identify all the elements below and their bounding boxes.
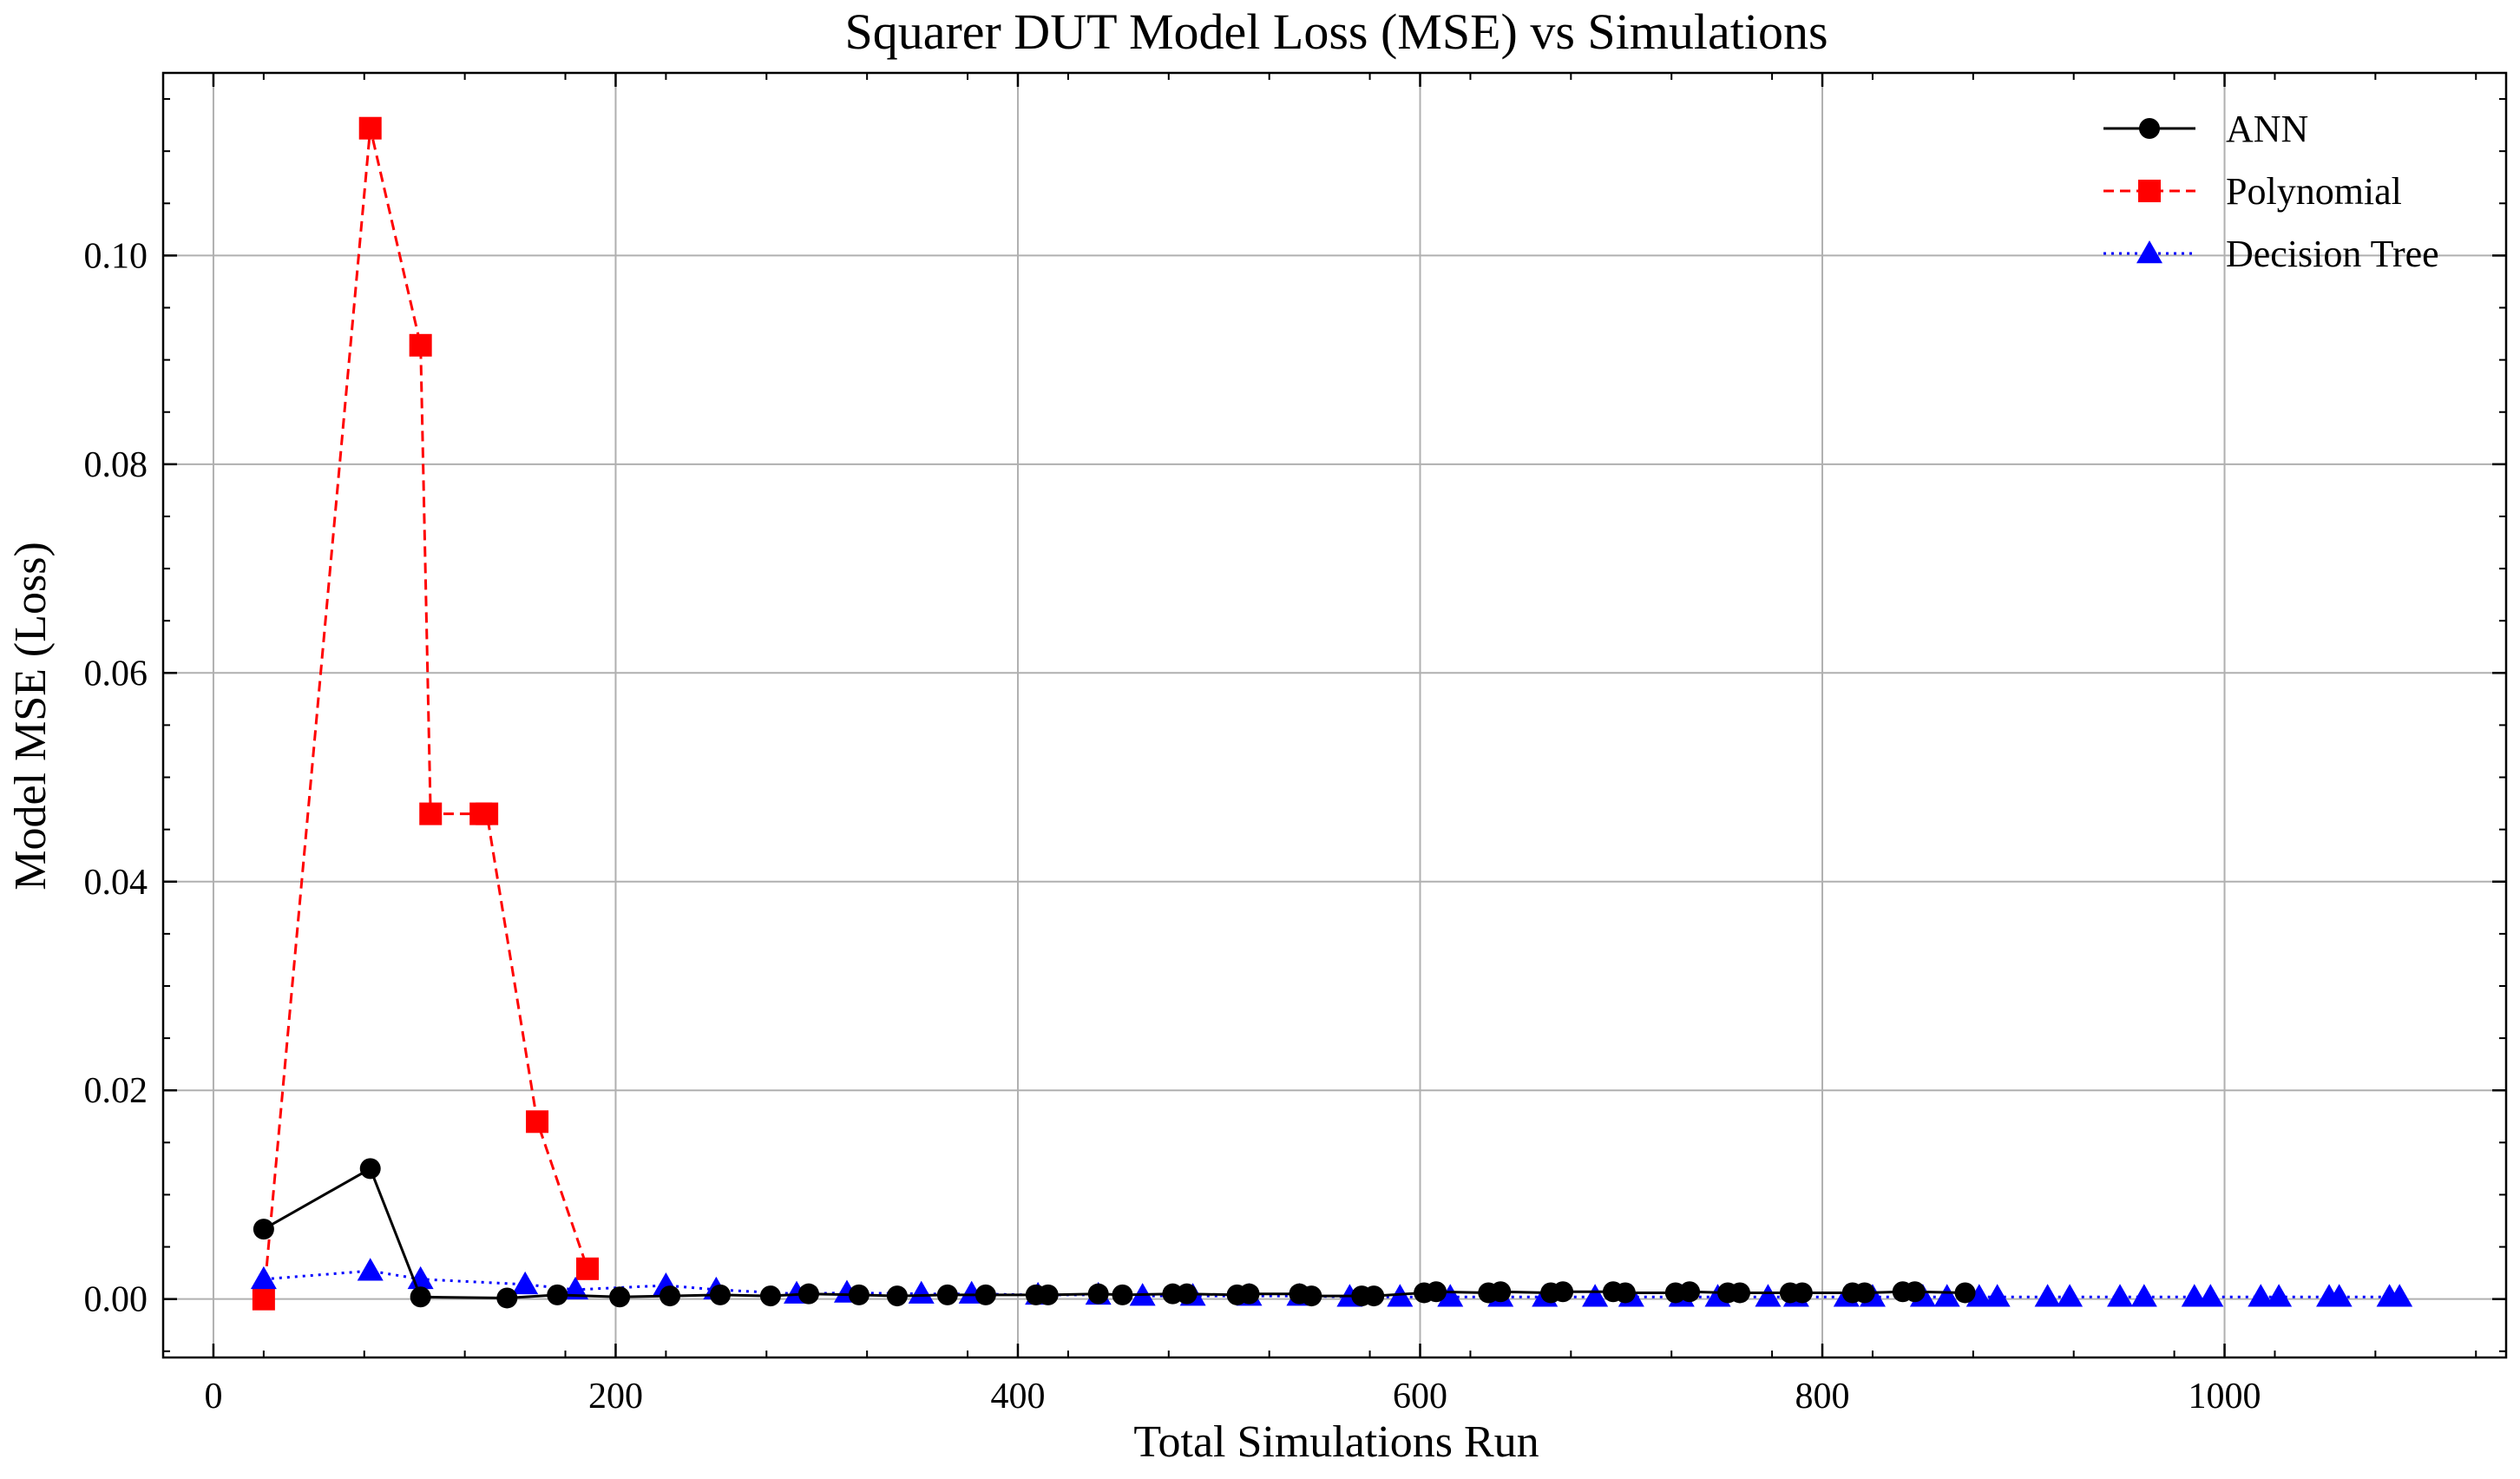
series-line xyxy=(263,1167,1965,1299)
data-point xyxy=(253,1219,274,1240)
legend-label: Decision Tree xyxy=(2226,233,2439,275)
data-point xyxy=(1984,1284,2011,1307)
legend-label: Polynomial xyxy=(2226,170,2402,213)
data-point xyxy=(547,1284,568,1305)
plot-frame xyxy=(161,71,2508,1359)
x-tick-label: 600 xyxy=(1393,1377,1447,1417)
data-point xyxy=(410,1286,431,1308)
data-point xyxy=(476,802,499,825)
data-point xyxy=(2034,1284,2061,1307)
x-tick-label: 200 xyxy=(588,1377,643,1417)
data-point xyxy=(252,1287,275,1311)
y-tick-label: 0.10 xyxy=(84,236,148,276)
y-tick-label: 0.02 xyxy=(84,1071,148,1111)
data-point xyxy=(1791,1282,1813,1304)
legend-marker xyxy=(2139,118,2160,139)
axis-ticks: 0 200 400 600 800 1000 0.00 0.02 0.04 0.06 0.08 0.1… xyxy=(84,73,2506,1417)
y-axis-label: Model MSE (Loss) xyxy=(6,542,56,891)
x-tick-label: 1000 xyxy=(2189,1377,2261,1417)
data-point xyxy=(1176,1283,1198,1305)
data-point xyxy=(2057,1284,2084,1307)
legend-marker xyxy=(2136,240,2162,264)
data-point xyxy=(1729,1282,1750,1304)
grid-lines xyxy=(163,73,2506,1357)
data-point xyxy=(1854,1282,1875,1304)
data-point xyxy=(797,1283,819,1305)
plot-series xyxy=(250,116,2413,1311)
data-point xyxy=(1582,1284,1609,1307)
data-point xyxy=(2386,1284,2413,1307)
data-point xyxy=(1904,1281,1926,1303)
y-tick-label: 0.00 xyxy=(84,1280,148,1320)
y-tick-label: 0.06 xyxy=(84,654,148,693)
legend-marker xyxy=(2138,180,2161,202)
data-point xyxy=(936,1284,958,1305)
data-point xyxy=(357,1258,384,1281)
data-point xyxy=(848,1284,870,1305)
data-point xyxy=(1965,1284,1992,1307)
data-point xyxy=(886,1285,908,1307)
data-point xyxy=(1426,1281,1447,1303)
y-tick-label: 0.04 xyxy=(84,863,148,903)
chart-title: Squarer DUT Model Loss (MSE) vs Simulati… xyxy=(844,3,1828,60)
data-point xyxy=(1552,1281,1574,1303)
data-point xyxy=(660,1285,681,1307)
data-point xyxy=(1933,1284,1960,1307)
data-point xyxy=(1363,1285,1385,1307)
data-point xyxy=(526,1110,549,1134)
data-point xyxy=(759,1285,781,1307)
x-tick-label: 800 xyxy=(1795,1377,1850,1417)
data-point xyxy=(908,1280,935,1304)
data-point xyxy=(1301,1285,1322,1307)
data-point xyxy=(250,1265,277,1290)
legend: ANN Polynomial Decision Tree xyxy=(2103,108,2439,275)
x-tick-label: 400 xyxy=(990,1377,1045,1417)
data-point xyxy=(1679,1281,1701,1303)
data-point xyxy=(358,116,382,140)
data-point xyxy=(2107,1284,2134,1307)
data-point xyxy=(2266,1284,2293,1307)
x-tick-label: 0 xyxy=(204,1377,222,1417)
x-axis-label: Total Simulations Run xyxy=(1133,1417,1539,1467)
series-polynomial xyxy=(252,116,600,1311)
data-point xyxy=(1037,1284,1059,1305)
data-point xyxy=(1238,1283,1260,1305)
legend-label: ANN xyxy=(2226,108,2308,150)
data-point xyxy=(419,802,443,825)
data-point xyxy=(709,1284,731,1305)
data-point xyxy=(1954,1282,1976,1304)
data-point xyxy=(1437,1284,1464,1307)
series-line xyxy=(262,127,589,1299)
data-point xyxy=(975,1284,996,1305)
data-point xyxy=(1087,1283,1109,1305)
data-point xyxy=(576,1257,600,1280)
data-point xyxy=(1755,1284,1782,1307)
data-point xyxy=(609,1286,631,1308)
data-point xyxy=(562,1276,589,1300)
data-point xyxy=(409,333,432,357)
y-tick-label: 0.08 xyxy=(84,445,148,485)
data-point xyxy=(2248,1284,2274,1307)
data-point xyxy=(359,1158,381,1180)
data-point xyxy=(1490,1281,1512,1303)
data-point xyxy=(1112,1284,1133,1305)
data-point xyxy=(2130,1284,2157,1307)
series-ann xyxy=(253,1158,1976,1309)
data-point xyxy=(496,1287,518,1309)
data-point xyxy=(1614,1282,1636,1304)
data-point xyxy=(2326,1284,2353,1307)
data-point xyxy=(2197,1284,2224,1307)
data-point xyxy=(512,1271,539,1295)
